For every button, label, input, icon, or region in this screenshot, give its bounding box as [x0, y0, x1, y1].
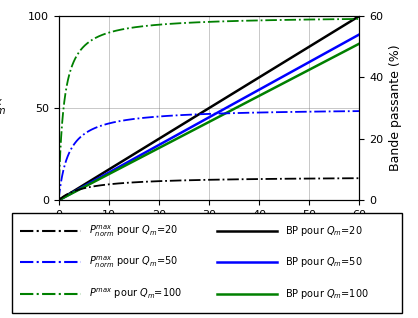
Text: BP pour $Q_m$=20: BP pour $Q_m$=20 — [285, 224, 363, 238]
Y-axis label: Bande passante (%): Bande passante (%) — [389, 45, 402, 171]
Text: BP pour $Q_m$=50: BP pour $Q_m$=50 — [285, 255, 363, 269]
Y-axis label: $P^{max}_{norm}$: $P^{max}_{norm}$ — [0, 98, 7, 118]
X-axis label: $k^2$ (%): $k^2$ (%) — [186, 225, 232, 245]
Text: $P^{max}_{norm}$ pour $Q_m$=20: $P^{max}_{norm}$ pour $Q_m$=20 — [89, 223, 178, 238]
FancyBboxPatch shape — [13, 213, 402, 313]
Text: BP pour $Q_m$=100: BP pour $Q_m$=100 — [285, 287, 369, 301]
Text: $P^{max}$ pour $Q_m$=100: $P^{max}$ pour $Q_m$=100 — [89, 287, 182, 301]
Text: $P^{max}_{norm}$ pour $Q_m$=50: $P^{max}_{norm}$ pour $Q_m$=50 — [89, 255, 178, 270]
